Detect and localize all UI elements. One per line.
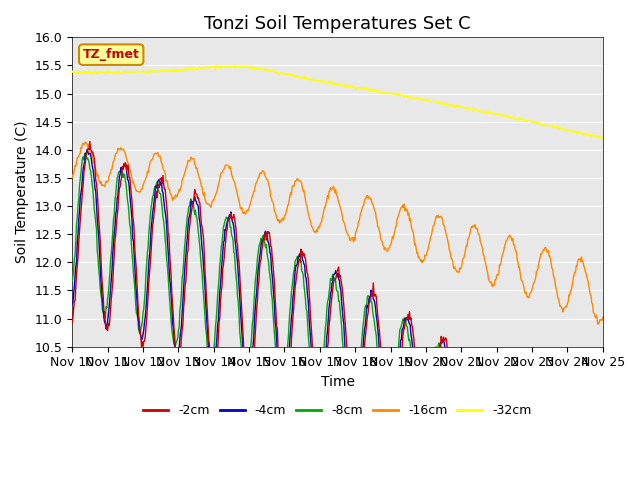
X-axis label: Time: Time [321,375,355,389]
Legend: -2cm, -4cm, -8cm, -16cm, -32cm: -2cm, -4cm, -8cm, -16cm, -32cm [138,399,537,422]
Y-axis label: Soil Temperature (C): Soil Temperature (C) [15,121,29,263]
Title: Tonzi Soil Temperatures Set C: Tonzi Soil Temperatures Set C [204,15,471,33]
Text: TZ_fmet: TZ_fmet [83,48,140,61]
